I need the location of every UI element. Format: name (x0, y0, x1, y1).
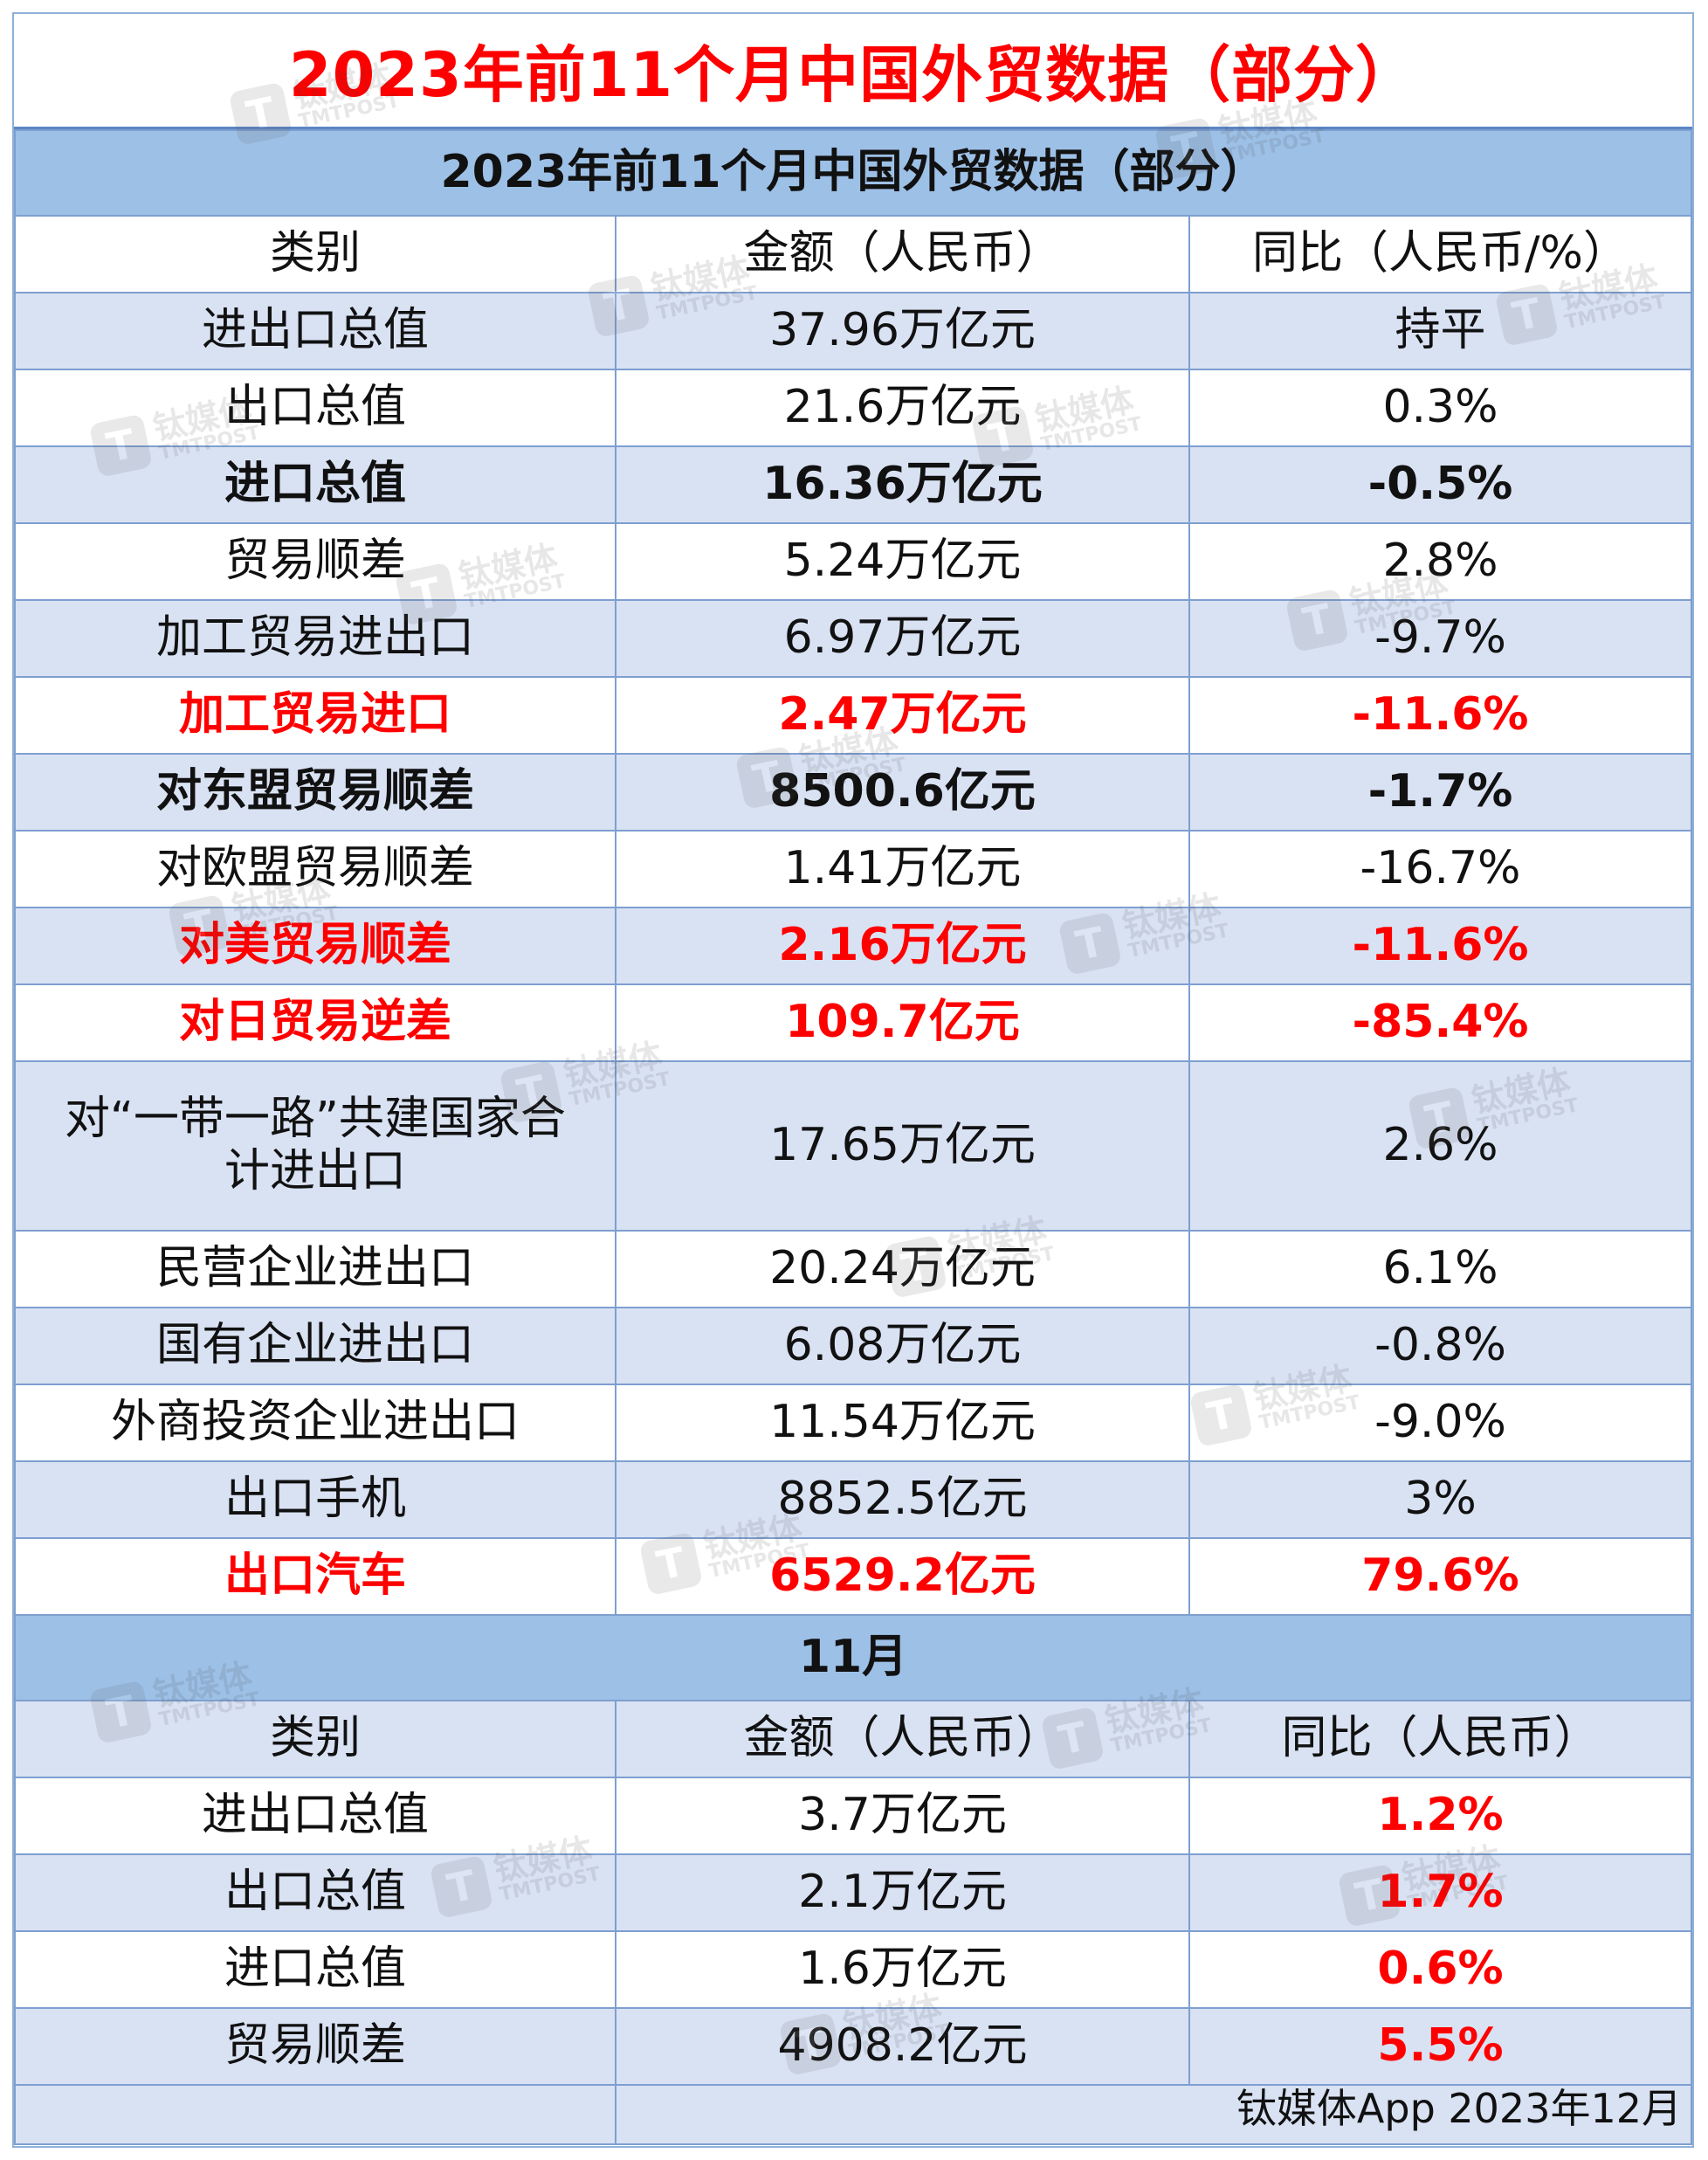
row-category: 进出口总值 (14, 292, 616, 370)
row-amount: 17.65万亿元 (615, 1060, 1190, 1232)
row-yoy: 0.3% (1188, 369, 1692, 447)
row-category: 出口汽车 (14, 1537, 616, 1616)
table-row-highlight: 对美贸易顺差 2.16万亿元 -11.6% (14, 907, 1692, 985)
column-header-amount: 金额（人民币） (615, 1700, 1190, 1778)
table-row-highlight: 加工贸易进口 2.47万亿元 -11.6% (14, 676, 1692, 755)
table-row: 对“一带一路”共建国家合计进出口 17.65万亿元 2.6% (14, 1060, 1692, 1232)
row-amount: 6529.2亿元 (615, 1537, 1190, 1616)
table-row: 进出口总值 3.7万亿元 1.2% (14, 1777, 1692, 1855)
section-banner-november: 11月 (14, 1614, 1692, 1701)
row-category: 对东盟贸易顺差 (14, 753, 616, 832)
row-amount: 5.24万亿元 (615, 522, 1190, 601)
row-yoy: 1.7% (1188, 1853, 1692, 1932)
footer-row: 钛媒体App 2023年12月 (14, 2084, 1692, 2145)
trade-data-table: 2023年前11个月中国外贸数据（部分） 类别 金额（人民币） 同比（人民币/%… (14, 129, 1692, 2145)
row-amount: 2.16万亿元 (615, 907, 1190, 985)
table-row: 出口手机 8852.5亿元 3% (14, 1460, 1692, 1539)
row-category: 出口手机 (14, 1460, 616, 1539)
row-amount: 21.6万亿元 (615, 369, 1190, 447)
section-title: 11月 (14, 1614, 1692, 1701)
column-header-category: 类别 (14, 1700, 616, 1778)
row-category: 贸易顺差 (14, 2007, 616, 2086)
row-amount: 1.41万亿元 (615, 830, 1190, 908)
row-amount: 1.6万亿元 (615, 1930, 1190, 2009)
row-category: 出口总值 (14, 1853, 616, 1932)
row-amount: 11.54万亿元 (615, 1384, 1190, 1462)
row-amount: 4908.2亿元 (615, 2007, 1190, 2086)
table-row-highlight: 出口汽车 6529.2亿元 79.6% (14, 1537, 1692, 1616)
row-yoy: -85.4% (1188, 983, 1692, 1062)
column-header-yoy: 同比（人民币） (1188, 1700, 1692, 1778)
row-category: 出口总值 (14, 369, 616, 447)
row-category: 国有企业进出口 (14, 1307, 616, 1385)
row-amount: 2.47万亿元 (615, 676, 1190, 755)
table-row: 国有企业进出口 6.08万亿元 -0.8% (14, 1307, 1692, 1385)
row-yoy: 2.8% (1188, 522, 1692, 601)
row-amount: 8852.5亿元 (615, 1460, 1190, 1539)
table-row: 出口总值 2.1万亿元 1.7% (14, 1853, 1692, 1932)
row-yoy: -9.0% (1188, 1384, 1692, 1462)
row-category: 贸易顺差 (14, 522, 616, 601)
column-header-category: 类别 (14, 215, 616, 293)
table-row: 进口总值 1.6万亿元 0.6% (14, 1930, 1692, 2009)
row-yoy: 6.1% (1188, 1230, 1692, 1308)
source-credit: 钛媒体App 2023年12月 (615, 2084, 1692, 2145)
row-yoy: 2.6% (1188, 1060, 1692, 1232)
column-header-yoy: 同比（人民币/%） (1188, 215, 1692, 293)
row-yoy: -16.7% (1188, 830, 1692, 908)
row-category: 对“一带一路”共建国家合计进出口 (14, 1060, 616, 1232)
table-row: 贸易顺差 5.24万亿元 2.8% (14, 522, 1692, 601)
header-row: 类别 金额（人民币） 同比（人民币/%） (14, 215, 1692, 293)
table-row: 对东盟贸易顺差 8500.6亿元 -1.7% (14, 753, 1692, 832)
table-row: 进出口总值 37.96万亿元 持平 (14, 292, 1692, 370)
row-category: 民营企业进出口 (14, 1230, 616, 1308)
row-yoy: -9.7% (1188, 599, 1692, 678)
row-yoy: -0.8% (1188, 1307, 1692, 1385)
row-yoy: 持平 (1188, 292, 1692, 370)
row-amount: 16.36万亿元 (615, 445, 1190, 524)
row-yoy: 1.2% (1188, 1777, 1692, 1855)
table-row: 进口总值 16.36万亿元 -0.5% (14, 445, 1692, 524)
row-amount: 6.08万亿元 (615, 1307, 1190, 1385)
row-category: 对欧盟贸易顺差 (14, 830, 616, 908)
row-category: 进口总值 (14, 1930, 616, 2009)
row-yoy: -11.6% (1188, 676, 1692, 755)
row-yoy: 0.6% (1188, 1930, 1692, 2009)
row-category: 进出口总值 (14, 1777, 616, 1855)
row-category: 加工贸易进口 (14, 676, 616, 755)
row-category: 加工贸易进出口 (14, 599, 616, 678)
row-amount: 109.7亿元 (615, 983, 1190, 1062)
row-yoy: -0.5% (1188, 445, 1692, 524)
row-amount: 2.1万亿元 (615, 1853, 1190, 1932)
table-row: 贸易顺差 4908.2亿元 5.5% (14, 2007, 1692, 2086)
table-row: 对欧盟贸易顺差 1.41万亿元 -16.7% (14, 830, 1692, 908)
page-title: 2023年前11个月中国外贸数据（部分） (14, 14, 1692, 129)
row-yoy: 79.6% (1188, 1537, 1692, 1616)
row-yoy: -1.7% (1188, 753, 1692, 832)
section-title: 2023年前11个月中国外贸数据（部分） (14, 129, 1692, 217)
row-category: 外商投资企业进出口 (14, 1384, 616, 1462)
row-category: 进口总值 (14, 445, 616, 524)
table-row: 外商投资企业进出口 11.54万亿元 -9.0% (14, 1384, 1692, 1462)
row-yoy: -11.6% (1188, 907, 1692, 985)
footer-empty-cell (14, 2084, 616, 2145)
row-yoy: 5.5% (1188, 2007, 1692, 2086)
row-amount: 6.97万亿元 (615, 599, 1190, 678)
table-row: 加工贸易进出口 6.97万亿元 -9.7% (14, 599, 1692, 678)
row-amount: 37.96万亿元 (615, 292, 1190, 370)
table-row: 出口总值 21.6万亿元 0.3% (14, 369, 1692, 447)
row-amount: 3.7万亿元 (615, 1777, 1190, 1855)
table-row: 民营企业进出口 20.24万亿元 6.1% (14, 1230, 1692, 1308)
table-row-highlight: 对日贸易逆差 109.7亿元 -85.4% (14, 983, 1692, 1062)
section-banner-ytd: 2023年前11个月中国外贸数据（部分） (14, 129, 1692, 217)
column-header-amount: 金额（人民币） (615, 215, 1190, 293)
row-category: 对日贸易逆差 (14, 983, 616, 1062)
row-amount: 8500.6亿元 (615, 753, 1190, 832)
row-category: 对美贸易顺差 (14, 907, 616, 985)
row-amount: 20.24万亿元 (615, 1230, 1190, 1308)
row-yoy: 3% (1188, 1460, 1692, 1539)
header-row: 类别 金额（人民币） 同比（人民币） (14, 1700, 1692, 1778)
page-frame: 2023年前11个月中国外贸数据（部分） 2023年前11个月中国外贸数据（部分… (12, 12, 1694, 2148)
